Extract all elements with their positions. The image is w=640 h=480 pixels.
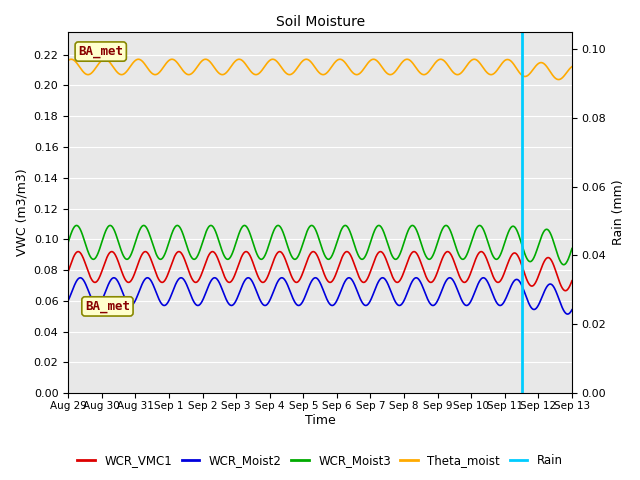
- Title: Soil Moisture: Soil Moisture: [275, 15, 365, 29]
- Text: BA_met: BA_met: [78, 45, 124, 58]
- X-axis label: Time: Time: [305, 414, 335, 427]
- Text: BA_met: BA_met: [85, 300, 130, 313]
- Legend: WCR_VMC1, WCR_Moist2, WCR_Moist3, Theta_moist, Rain: WCR_VMC1, WCR_Moist2, WCR_Moist3, Theta_…: [72, 449, 568, 472]
- Y-axis label: VWC (m3/m3): VWC (m3/m3): [15, 168, 28, 256]
- Y-axis label: Rain (mm): Rain (mm): [612, 180, 625, 245]
